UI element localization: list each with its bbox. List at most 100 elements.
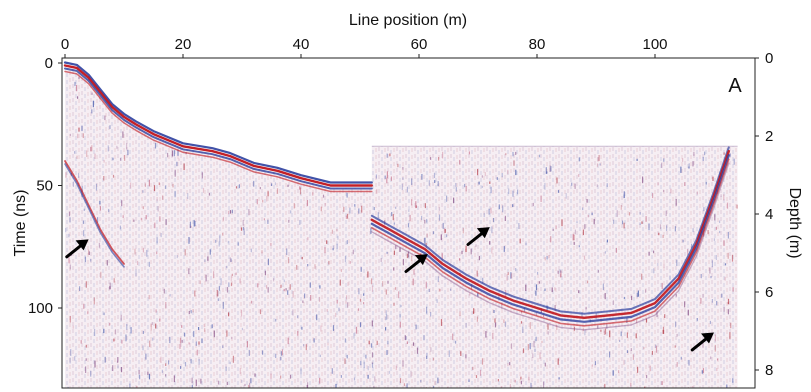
noise-speckle [155,143,156,149]
noise-speckle [230,210,231,214]
noise-speckle [78,128,79,132]
noise-speckle [77,134,78,139]
noise-speckle [599,155,600,161]
noise-speckle [228,211,229,215]
noise-speckle [84,209,85,211]
noise-speckle [453,198,454,204]
noise-speckle [327,343,328,346]
noise-speckle [437,378,438,384]
noise-speckle [204,328,205,332]
noise-speckle [377,341,378,345]
noise-speckle [178,159,179,161]
noise-speckle [231,276,232,282]
noise-speckle [226,367,227,371]
noise-speckle [508,189,509,194]
noise-speckle [539,352,540,359]
noise-speckle [663,264,664,268]
noise-speckle [607,240,608,243]
noise-speckle [574,242,575,245]
noise-speckle [143,206,144,209]
noise-speckle [307,200,308,206]
noise-speckle [629,212,630,215]
noise-speckle [108,145,109,151]
noise-speckle [204,259,205,262]
x-axis: 0 20 40 60 80 100 [61,36,668,58]
noise-speckle [341,375,342,378]
noise-speckle [254,373,255,376]
noise-speckle [70,265,71,270]
noise-speckle [162,195,163,199]
noise-speckle [433,231,434,234]
noise-speckle [420,380,421,382]
noise-speckle [393,214,394,220]
noise-speckle [96,184,97,191]
noise-speckle [676,294,677,296]
noise-speckle [288,257,289,263]
noise-speckle [70,316,71,323]
noise-speckle [347,282,348,286]
noise-speckle [482,175,483,177]
noise-speckle [190,222,191,229]
noise-speckle [592,364,593,366]
noise-speckle [404,383,405,386]
noise-speckle [641,221,642,224]
noise-speckle [228,312,229,316]
noise-speckle [100,272,101,278]
noise-speckle [133,220,134,222]
noise-speckle [371,278,372,284]
noise-speckle [588,215,589,218]
noise-speckle [382,281,383,286]
noise-speckle [520,239,521,244]
noise-speckle [74,151,75,154]
noise-speckle [177,255,178,258]
noise-speckle [502,173,503,177]
noise-speckle [338,308,339,312]
noise-speckle [367,271,368,277]
noise-speckle [617,210,618,217]
noise-speckle [363,302,364,304]
noise-speckle [613,370,614,376]
noise-speckle [676,199,677,206]
noise-speckle [643,347,644,349]
noise-speckle [450,289,451,291]
noise-speckle [280,376,281,379]
noise-speckle [539,155,540,158]
noise-speckle [156,252,157,255]
noise-speckle [310,295,311,301]
noise-speckle [287,185,288,187]
noise-speckle [507,170,508,175]
noise-speckle [498,379,499,381]
noise-speckle [347,240,348,244]
noise-speckle [677,362,678,367]
noise-speckle [333,325,334,331]
noise-speckle [421,174,422,180]
noise-speckle [232,274,233,276]
noise-speckle [597,163,598,166]
noise-speckle [597,157,598,161]
noise-speckle [206,275,207,282]
noise-speckle [356,327,357,334]
noise-speckle [684,301,685,307]
noise-speckle [434,180,435,183]
noise-speckle [209,193,210,196]
noise-speckle [493,218,494,222]
y-tick-label: 0 [45,55,53,72]
noise-speckle [77,96,78,99]
noise-speckle [675,226,676,231]
noise-speckle [515,152,516,155]
noise-speckle [142,190,143,193]
noise-speckle [79,286,80,291]
noise-speckle [509,362,510,365]
noise-speckle [103,329,104,333]
noise-speckle [385,327,386,330]
noise-speckle [571,183,572,186]
noise-speckle [105,357,106,363]
noise-speckle [152,338,153,341]
noise-speckle [663,190,664,192]
noise-speckle [109,323,110,326]
noise-speckle [136,386,137,392]
noise-speckle [605,251,606,253]
noise-speckle [728,253,729,259]
noise-speckle [702,343,703,348]
noise-speckle [719,231,720,233]
